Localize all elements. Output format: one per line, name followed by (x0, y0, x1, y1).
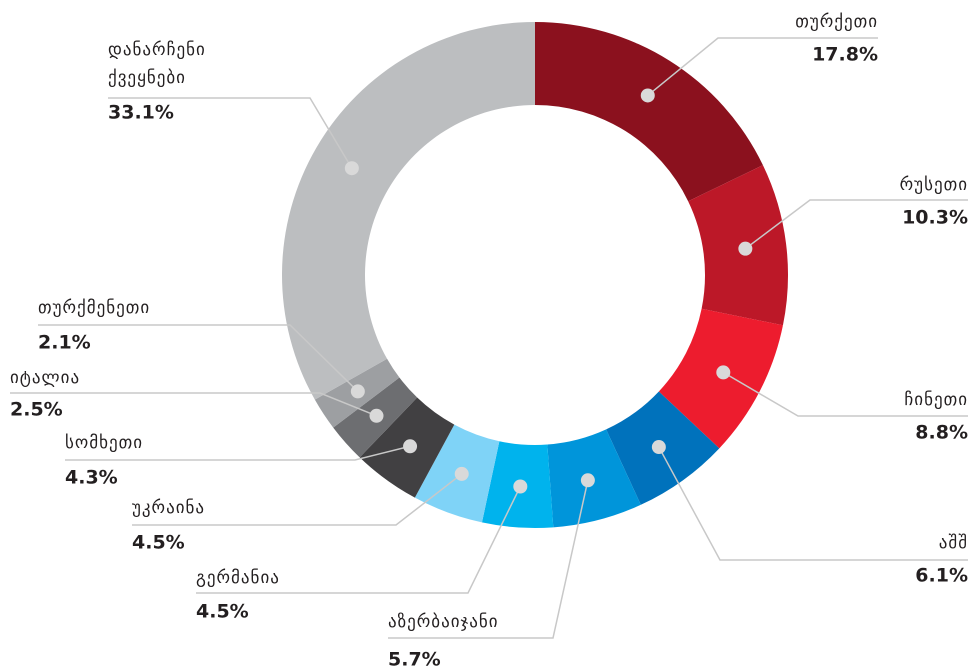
value-label: 8.8% (915, 422, 968, 444)
label-dot (738, 241, 753, 256)
leader-line (647, 37, 878, 97)
category-label: ჩინეთი (904, 390, 968, 410)
label-dot (403, 439, 418, 454)
value-label: 2.5% (10, 399, 63, 421)
label-line: დანარჩენი (108, 40, 206, 60)
label-dot (369, 408, 384, 423)
leader-line (388, 480, 589, 639)
category-label: რუსეთი (900, 175, 968, 195)
category-label: უკრაინა (132, 498, 205, 518)
category-label: სომხეთი (65, 433, 143, 453)
label-dot (716, 365, 731, 380)
label-dot (651, 440, 666, 455)
category-label: თურქეთი (795, 12, 878, 32)
donut-segment (282, 22, 535, 400)
donut-segment (535, 22, 763, 202)
label-dot (350, 384, 365, 399)
category-label: აზერბაიჯანი (388, 612, 499, 632)
leader-line (108, 97, 353, 169)
value-label: 4.5% (132, 532, 185, 554)
value-label: 17.8% (812, 44, 878, 66)
value-label: 4.3% (65, 467, 118, 489)
value-label: 2.1% (38, 332, 91, 354)
value-label: 4.5% (196, 601, 249, 623)
leader-line (744, 199, 968, 250)
value-label: 5.7% (388, 649, 441, 668)
leader-line (658, 446, 968, 561)
category-label: აშშ (939, 533, 968, 553)
label-dot (454, 466, 469, 481)
category-label: გერმანია (196, 568, 280, 588)
label-dot (640, 88, 655, 103)
leader-line (722, 371, 968, 417)
category-label: თურქმენეთი (38, 298, 150, 318)
label-dot (513, 479, 528, 494)
leader-line (132, 473, 463, 526)
category-label: დანარჩენი ქვეყნები (108, 40, 206, 88)
label-dot (580, 473, 595, 488)
value-label: 33.1% (108, 102, 174, 124)
value-label: 6.1% (915, 565, 968, 587)
category-label: იტალია (10, 368, 80, 388)
value-label: 10.3% (902, 207, 968, 229)
label-line: ქვეყნები (108, 68, 186, 88)
leader-line (196, 486, 521, 594)
leader-line (65, 445, 411, 461)
leader-line (10, 392, 377, 417)
label-dot (344, 161, 359, 176)
donut-segment (688, 165, 789, 326)
leader-line (38, 324, 359, 392)
